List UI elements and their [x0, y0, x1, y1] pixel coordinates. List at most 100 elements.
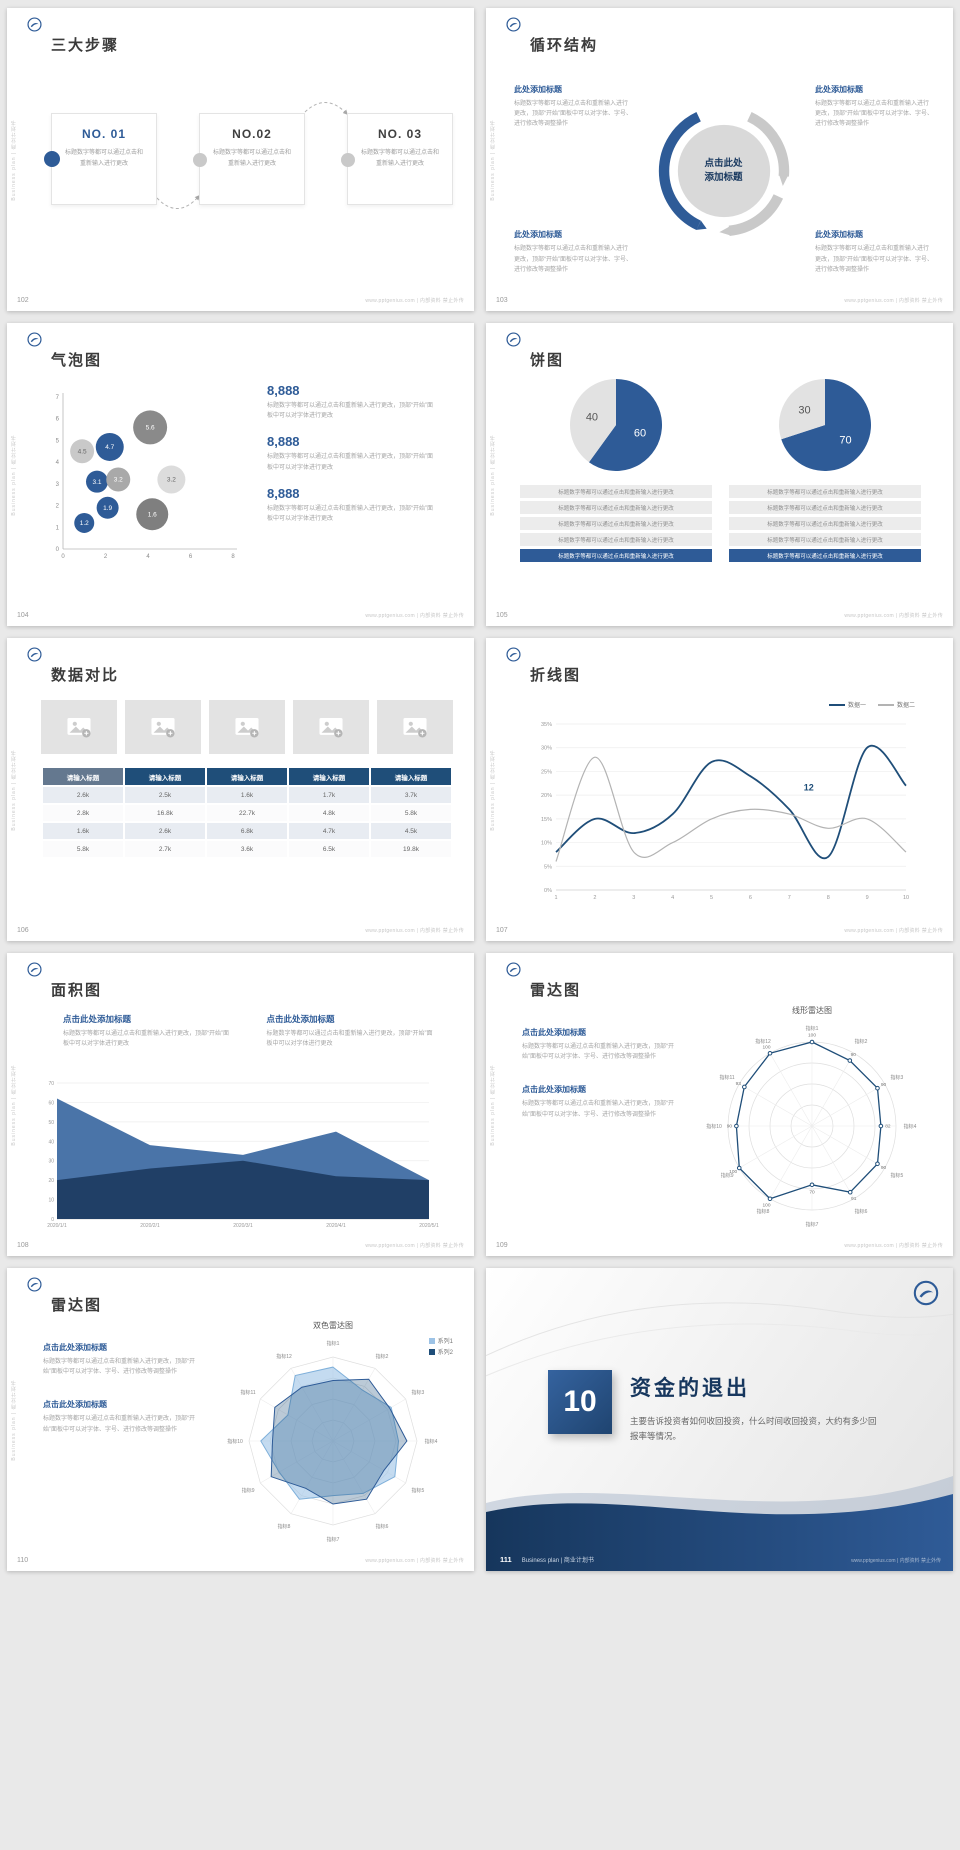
slide-102-three-steps[interactable]: Business plan | 商业计划书 三大步骤 NO. 01 标题数字等都…	[7, 8, 474, 311]
chart-legend: 数据一 数据二	[828, 700, 915, 709]
svg-text:0: 0	[56, 547, 60, 553]
svg-text:70: 70	[839, 434, 851, 446]
table-cell: 2.7k	[125, 841, 205, 857]
legend-item: 数据二	[877, 700, 915, 709]
slide-103-cycle[interactable]: Business plan | 商业计划书 循环结构 此处添加标题 标题数字等都…	[486, 8, 953, 311]
svg-text:70: 70	[809, 1189, 815, 1195]
pie-column-right: 70 30 标题数字等都可以通过点击和重新输入进行更改 标题数字等都可以通过点击和重…	[729, 379, 921, 562]
table-row: 5.8k 2.7k 3.6k 6.5k 19.8k	[43, 841, 451, 857]
pie-column-left: 60 40 标题数字等都可以通过点击和重新输入进行更改 标题数字等都可以通过点击和重…	[520, 379, 712, 562]
table-cell: 2.8k	[43, 805, 123, 821]
add-image-icon	[235, 717, 259, 737]
svg-text:90: 90	[851, 1052, 857, 1058]
steps-row: NO. 01 标题数字等都可以通过点击和重新输入进行更改 NO.02 标题数字等…	[44, 113, 453, 205]
image-placeholder[interactable]	[293, 700, 369, 754]
svg-text:7: 7	[788, 895, 791, 901]
side-watermark: Business plan | 商业计划书	[11, 748, 17, 831]
step-semicircle-icon	[341, 153, 355, 167]
slide-108-area[interactable]: Business plan | 商业计划书 面积图 点击此处添加标题 标题数字等…	[7, 953, 474, 1256]
step-semicircle-icon	[44, 151, 60, 167]
svg-text:6: 6	[189, 554, 193, 560]
svg-text:1.6: 1.6	[148, 511, 157, 518]
legend-item: 数据一	[828, 700, 866, 709]
svg-text:9: 9	[866, 895, 869, 901]
table-header-cell: 请输入标题	[207, 768, 287, 785]
section-number: 10	[548, 1370, 612, 1434]
table-cell: 4.8k	[289, 805, 369, 821]
svg-text:2: 2	[593, 895, 596, 901]
image-placeholder[interactable]	[209, 700, 285, 754]
text-block: 点击此处添加标题 标题数字等都可以通过点击和重新输入进行更改，顶部“开始”面板中…	[522, 1027, 674, 1062]
table-cell: 2.6k	[125, 823, 205, 839]
svg-text:2020/3/1: 2020/3/1	[233, 1223, 253, 1229]
image-placeholder[interactable]	[377, 700, 453, 754]
table-header-cell: 请输入标题	[43, 768, 123, 785]
slide-110-radar-dual[interactable]: Business plan | 商业计划书 雷达图 点击此处添加标题 标题数字等…	[7, 1268, 474, 1571]
svg-text:90: 90	[881, 1165, 887, 1171]
step-semicircle-icon	[193, 153, 207, 167]
caption-row: 标题数字等都可以通过点击和重新输入进行更改	[520, 533, 712, 546]
step-card-3[interactable]: NO. 03 标题数字等都可以通过点击和重新输入进行更改	[341, 113, 453, 205]
table-cell: 1.7k	[289, 787, 369, 803]
block-body: 标题数字等都可以通过点击和重新输入进行更改，顶部“开始”面板中可以对字体进行更改	[63, 1031, 229, 1048]
table-cell: 2.5k	[125, 787, 205, 803]
step-card-1[interactable]: NO. 01 标题数字等都可以通过点击和重新输入进行更改	[44, 113, 157, 205]
stat-value: 8,888	[267, 485, 300, 501]
svg-text:20%: 20%	[541, 793, 552, 799]
comparison-table: 请输入标题 请输入标题 请输入标题 请输入标题 请输入标题 2.6k 2.5k 1.6k 1.7…	[41, 766, 453, 859]
svg-text:1: 1	[56, 525, 60, 531]
radar-dual-chart: 指标1 指标2 指标3 指标4 指标5 指标6 指标7 指标8 指标9 指标10 指标11 指标12	[213, 1333, 453, 1549]
brand-logo-icon	[913, 1280, 939, 1306]
pie-caption-list: 标题数字等都可以通过点击和重新输入进行更改 标题数字等都可以通过点击和重新输入进行…	[520, 485, 712, 562]
section-description: 主要告诉投资者如何收回投资，什么时间收回投资，大约有多少回报率等情况。	[630, 1416, 877, 1442]
radar-panel: 线形雷达图 指标1 指标2 指标3 指标4 指标5 指标6 指标7 指标8 指标9 指标10 指标1…	[692, 1005, 932, 1234]
svg-text:10: 10	[903, 895, 909, 901]
legend-label: 系列1	[437, 1339, 453, 1345]
block-heading: 此处添加标题	[514, 230, 562, 240]
stat-description: 标题数字等都可以通过点击和重新输入进行更改，顶部“开始”面板中可以对字体进行更改	[267, 403, 433, 420]
slide-111-section-cover[interactable]: 10 资金的退出 主要告诉投资者如何收回投资，什么时间收回投资，大约有多少回报率…	[486, 1268, 953, 1571]
svg-text:3: 3	[56, 482, 60, 488]
step-card-2[interactable]: NO.02 标题数字等都可以通过点击和重新输入进行更改	[193, 113, 305, 205]
legend-square-swatch	[428, 1348, 435, 1355]
slide-109-radar-line[interactable]: Business plan | 商业计划书 雷达图 点击此处添加标题 标题数字等…	[486, 953, 953, 1256]
table-cell: 19.8k	[371, 841, 451, 857]
svg-text:70: 70	[48, 1081, 54, 1087]
legend-item: 系列1	[428, 1336, 453, 1345]
caption-row: 标题数字等都可以通过点击和重新输入进行更改	[520, 501, 712, 514]
text-block: 点击此处添加标题 标题数字等都可以通过点击和重新输入进行更改，顶部“开始”面板中…	[522, 1084, 674, 1119]
table-cell: 1.6k	[207, 787, 287, 803]
image-placeholder[interactable]	[41, 700, 117, 754]
block-body: 标题数字等都可以通过点击和重新输入进行更改，顶部“开始”面板中可以对字体、字号、…	[514, 246, 632, 273]
svg-text:4: 4	[56, 460, 60, 466]
svg-text:2020/5/1: 2020/5/1	[419, 1223, 439, 1229]
svg-text:10%: 10%	[541, 841, 552, 847]
svg-text:指标5: 指标5	[411, 1487, 424, 1494]
footer-watermark: www.pptgenius.com | 内部资料 禁止外传	[844, 928, 943, 934]
svg-text:指标4: 指标4	[904, 1123, 917, 1130]
page-number: 107	[496, 927, 508, 934]
slide-107-line[interactable]: Business plan | 商业计划书 折线图 数据一 数据二 0% 5% 10…	[486, 638, 953, 941]
footer-watermark: www.pptgenius.com | 内部资料 禁止外传	[365, 298, 464, 304]
text-block: 点击此处添加标题 标题数字等都可以通过点击和重新输入进行更改，顶部“开始”面板中…	[43, 1342, 195, 1377]
image-placeholder[interactable]	[125, 700, 201, 754]
svg-text:35%: 35%	[541, 722, 552, 728]
cover-footer: 111 Business plan | 商业计划书 www.pptgenius.…	[500, 1555, 941, 1564]
svg-text:2: 2	[104, 554, 108, 560]
svg-text:91: 91	[851, 1196, 857, 1202]
table-header-cell: 请输入标题	[289, 768, 369, 785]
text-block: 点击此处添加标题 标题数字等都可以通过点击和重新输入进行更改，顶部“开始”面板中…	[43, 1399, 195, 1434]
step-number: NO. 03	[377, 127, 422, 141]
svg-text:指标8: 指标8	[278, 1523, 291, 1530]
side-watermark: Business plan | 商业计划书	[11, 1063, 17, 1146]
slide-106-comparison[interactable]: Business plan | 商业计划书 数据对比 请输入标题 请输入标题 请输入…	[7, 638, 474, 941]
slide-104-bubble[interactable]: Business plan | 商业计划书 气泡图 0 1 2 3 4 5 6 7 0 2 4 6 8 4…	[7, 323, 474, 626]
svg-text:指标9: 指标9	[721, 1172, 734, 1179]
side-watermark: Business plan | 商业计划书	[11, 433, 17, 516]
svg-text:2020/4/1: 2020/4/1	[326, 1223, 346, 1229]
text-blocks-row: 点击此处添加标题 标题数字等都可以通过点击和重新输入进行更改，顶部“开始”面板中…	[63, 1013, 434, 1049]
table-cell: 5.8k	[371, 805, 451, 821]
svg-text:指标4: 指标4	[425, 1438, 438, 1445]
slide-105-pie[interactable]: Business plan | 商业计划书 饼图 60 40 标题数字等都可以通过…	[486, 323, 953, 626]
text-block: 此处添加标题 标题数字等都可以通过点击和重新输入进行更改，顶部“开始”面板中可以…	[815, 84, 933, 130]
